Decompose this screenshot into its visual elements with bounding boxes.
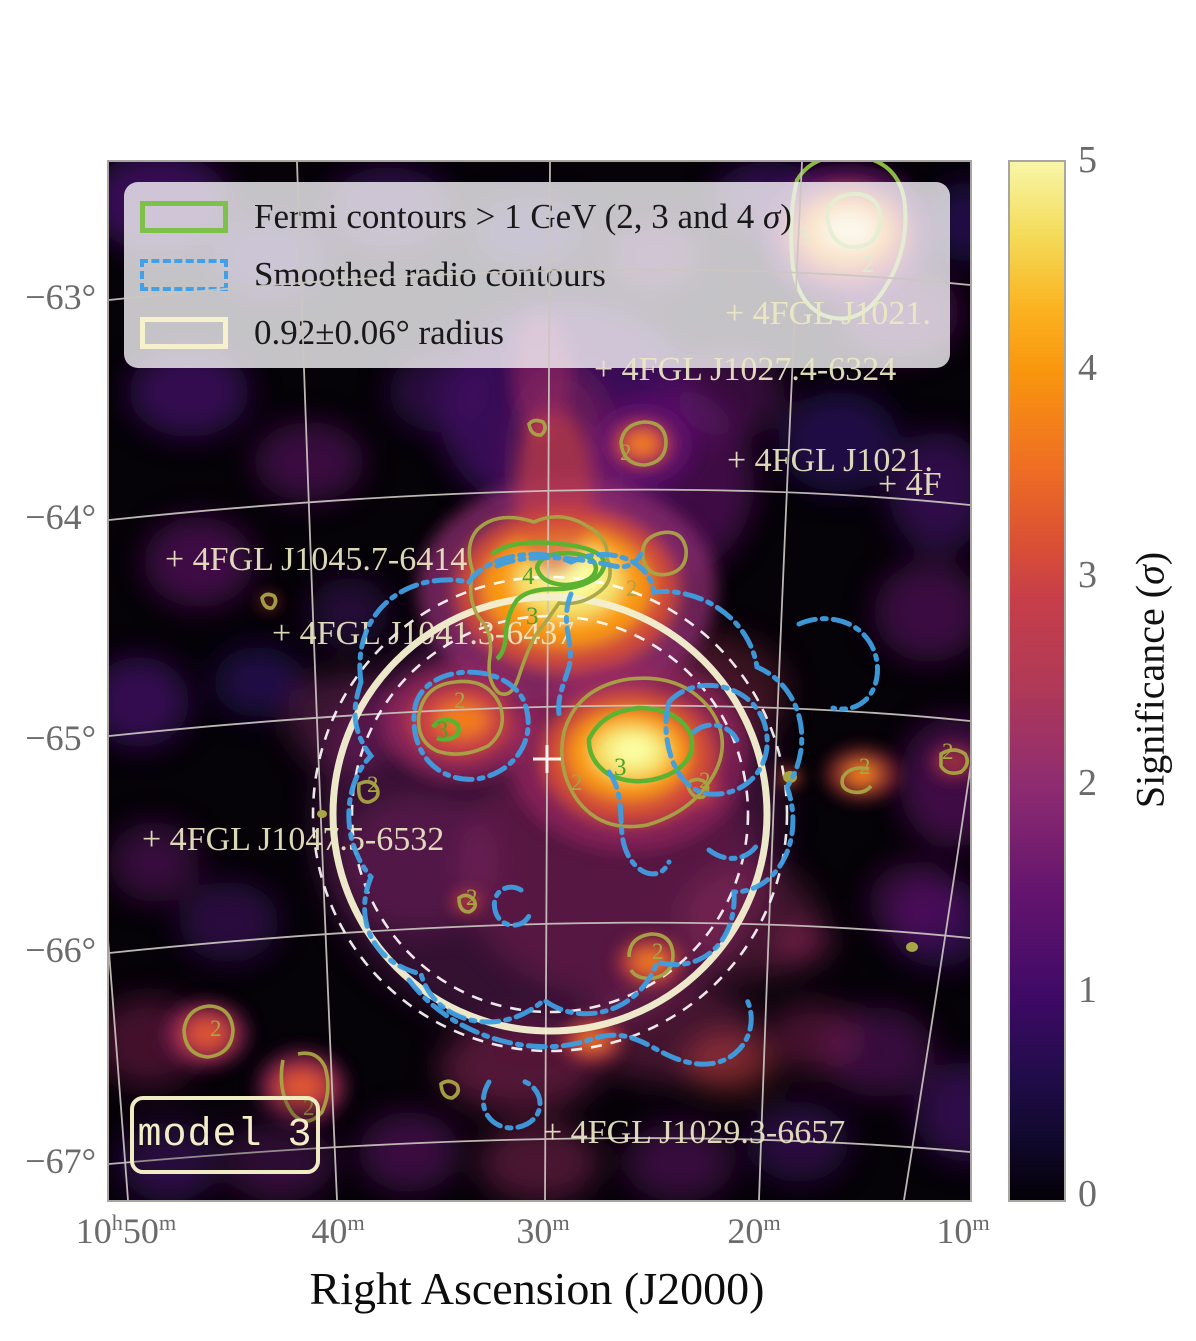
contour-level-labels-green: 4 3 3 3 [436, 563, 627, 781]
colorbar-tick: 0 [1078, 1173, 1097, 1215]
contour-dot [317, 810, 327, 818]
svg-text:3: 3 [436, 717, 449, 744]
y-axis-tick: −65° [25, 718, 96, 758]
svg-text:2: 2 [699, 768, 711, 793]
x-axis-tick: 20m [727, 1210, 781, 1251]
svg-text:3: 3 [614, 754, 627, 781]
fermi-contours-2sigma [182, 418, 970, 1123]
center-cross-icon [533, 745, 561, 773]
radius-swatch-icon [140, 317, 228, 349]
contour-dot [906, 942, 918, 952]
x-axis-tick: 40m [311, 1210, 365, 1251]
x-axis-label: Right Ascension (J2000) [309, 1263, 765, 1314]
legend-item-fermi: Fermi contours > 1 GeV (2, 3 and 4 σ) [124, 197, 950, 237]
y-axis-tick: −66° [25, 930, 96, 970]
x-axis-tick: 10m [936, 1210, 990, 1251]
colorbar-tick: 5 [1078, 139, 1097, 181]
x-axis-tick: 10h50m [75, 1210, 177, 1251]
colorbar-tick: 4 [1078, 347, 1097, 389]
y-axis-tick: −64° [25, 497, 96, 537]
radio-contour-swatch-icon [140, 259, 228, 291]
svg-text:2: 2 [859, 754, 871, 779]
source-marker-label: + 4FGL J1021. [725, 295, 931, 332]
radius-circle-inner-dashed [350, 614, 750, 1014]
graticule [109, 162, 970, 1200]
legend: Fermi contours > 1 GeV (2, 3 and 4 σ) Sm… [124, 182, 950, 368]
svg-text:2: 2 [652, 939, 664, 964]
source-marker-label: + 4FGL J1047.5-6532 [142, 821, 444, 858]
svg-text:2: 2 [942, 739, 954, 764]
source-marker-label: + 4F [878, 466, 942, 503]
sky-map: 3 2 Fermi contours > 1 GeV (2, 3 and 4 σ… [107, 160, 972, 1202]
radius-circle-outer-dashed [311, 575, 789, 1053]
svg-text:2: 2 [620, 440, 632, 465]
svg-text:2: 2 [367, 772, 379, 797]
y-axis-tick: −63° [25, 277, 96, 317]
colorbar-tick: 2 [1078, 762, 1097, 804]
svg-text:2: 2 [210, 1016, 222, 1041]
legend-item-radius: 0.92±0.06° radius [124, 313, 950, 353]
fermi-contours-3-4sigma [431, 540, 695, 784]
svg-text:2: 2 [466, 885, 478, 910]
fermi-contour-swatch-icon [140, 201, 228, 233]
source-marker-label: + 4FGL J1027.4-6324 [594, 351, 896, 388]
source-marker-label: + 4FGL J1021. [727, 442, 933, 479]
source-marker-label: + 4FGL J1045.7-6414 [165, 541, 467, 578]
radius-circle-solid [329, 593, 771, 1035]
legend-label-fermi: Fermi contours > 1 GeV (2, 3 and 4 σ) [254, 197, 792, 236]
source-marker-label: + 4FGL J1029.3-6657 [543, 1114, 845, 1151]
svg-text:2: 2 [454, 688, 466, 713]
overlay-layer: + 4FGL J1021. + 4FGL J1027.4-6324 + 4FGL… [109, 162, 970, 1200]
y-axis-tick: −67° [25, 1141, 96, 1181]
svg-text:2: 2 [571, 770, 583, 795]
colorbar-label: Significance (σ) [1127, 551, 1173, 809]
svg-text:2: 2 [626, 576, 638, 601]
colorbar-tick: 1 [1078, 969, 1097, 1011]
model-badge: model 3 [130, 1096, 320, 1174]
radio-contours [346, 551, 880, 1131]
svg-text:4: 4 [522, 563, 535, 590]
source-marker-label: + 4FGL J1041.3-6437 [272, 615, 574, 652]
source-labels: + 4FGL J1021. + 4FGL J1027.4-6324 + 4FGL… [142, 295, 942, 1151]
colorbar-tick: 3 [1078, 554, 1097, 596]
svg-text:3: 3 [526, 603, 539, 630]
x-axis-tick: 30m [516, 1210, 570, 1251]
colorbar [1008, 160, 1066, 1202]
legend-label-radius: 0.92±0.06° radius [254, 313, 504, 352]
radius-circles [311, 575, 789, 1053]
